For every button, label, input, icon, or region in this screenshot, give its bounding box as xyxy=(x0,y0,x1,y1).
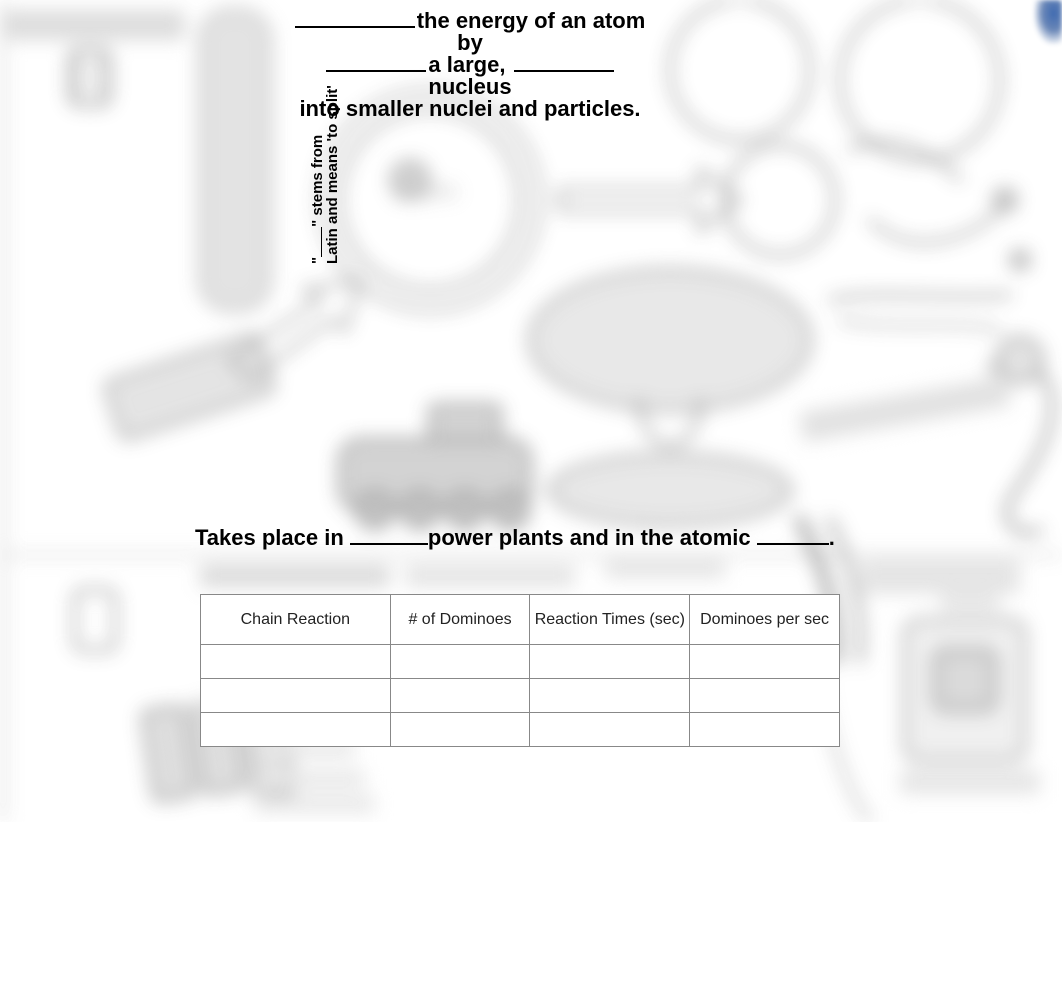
cell[interactable] xyxy=(390,679,530,713)
cell[interactable] xyxy=(530,679,690,713)
blank-adjective[interactable] xyxy=(514,58,614,72)
cell[interactable] xyxy=(690,679,840,713)
table-row xyxy=(201,679,840,713)
col-reaction-times: Reaction Times (sec) xyxy=(530,595,690,645)
table-row xyxy=(201,713,840,747)
location-sentence: Takes place in power plants and in the a… xyxy=(195,525,785,551)
cell[interactable] xyxy=(390,645,530,679)
blank-atomic-thing[interactable] xyxy=(757,531,829,545)
cell[interactable] xyxy=(530,645,690,679)
cell[interactable] xyxy=(201,645,391,679)
col-dominoes-per-sec: Dominoes per sec xyxy=(690,595,840,645)
loc-suffix: . xyxy=(829,525,835,550)
col-chain-reaction: Chain Reaction xyxy=(201,595,391,645)
def-part1: the energy of an atom by xyxy=(417,8,646,55)
loc-mid: power plants and in the atomic xyxy=(428,525,751,550)
cell[interactable] xyxy=(201,713,391,747)
svg-text:atom: atom xyxy=(395,175,457,206)
cell[interactable] xyxy=(690,713,840,747)
blank-action[interactable] xyxy=(326,58,426,72)
definition-sentence: the energy of an atom by a large, nucleu… xyxy=(290,10,650,120)
loc-prefix: Takes place in xyxy=(195,525,344,550)
table-header-row: Chain Reaction # of Dominoes Reaction Ti… xyxy=(201,595,840,645)
blank-powerplant-type[interactable] xyxy=(350,531,428,545)
chain-reaction-table: Chain Reaction # of Dominoes Reaction Ti… xyxy=(200,594,840,747)
col-num-dominoes: # of Dominoes xyxy=(390,595,530,645)
cell[interactable] xyxy=(390,713,530,747)
worksheet-page: atom xyxy=(0,0,1062,1001)
blank-verb[interactable] xyxy=(295,14,415,28)
cell[interactable] xyxy=(690,645,840,679)
table-body xyxy=(201,645,840,747)
etym-line2: Latin and means 'to split' xyxy=(325,84,340,264)
cell[interactable] xyxy=(201,679,391,713)
blank-term[interactable] xyxy=(311,227,322,257)
etymology-note: "" stems from Latin and means 'to split' xyxy=(310,84,340,264)
page-corner-mark xyxy=(1034,0,1062,44)
def-part4: into smaller nuclei and particles. xyxy=(299,96,640,121)
cell[interactable] xyxy=(530,713,690,747)
bottom-whitespace xyxy=(0,822,1062,1001)
table-row xyxy=(201,645,840,679)
